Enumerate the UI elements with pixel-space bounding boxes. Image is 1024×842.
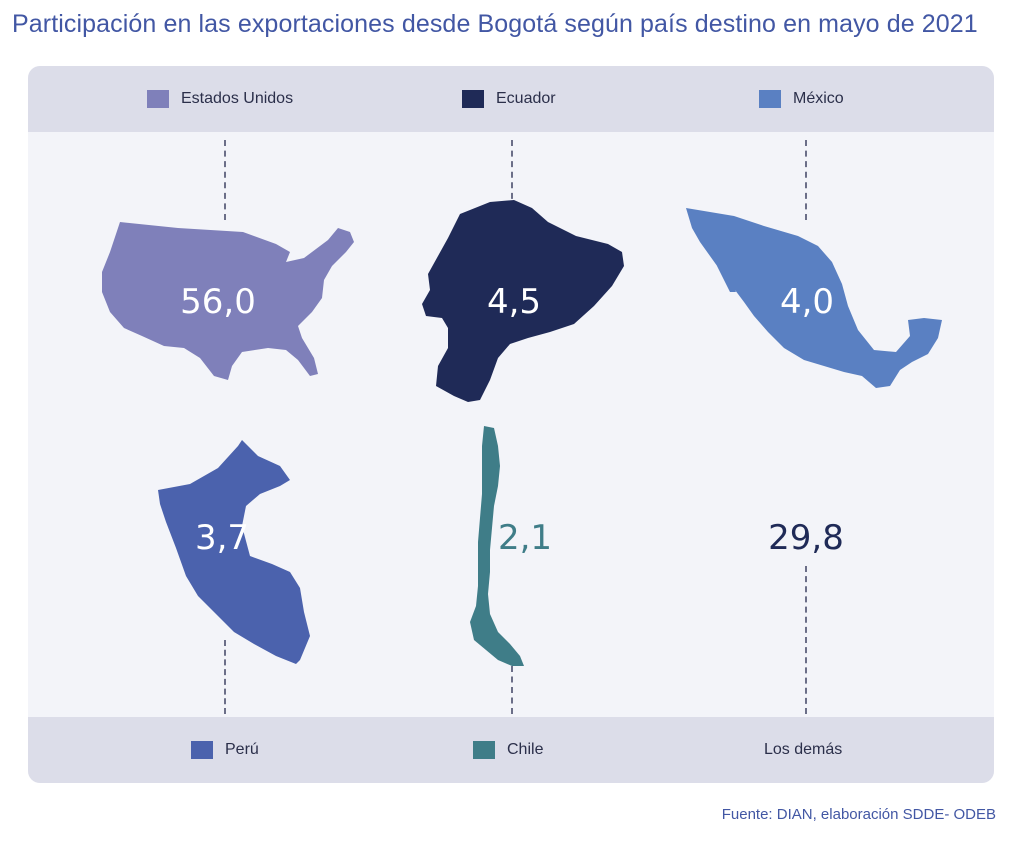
value-label-chile: 2,1 [497,518,553,558]
legend-item-chile: Chile [473,741,543,759]
legend-band-bottom [28,717,994,783]
legend-item-estados-unidos: Estados Unidos [147,90,293,108]
connector-line-chile [511,666,513,714]
legend-item-ecuador: Ecuador [462,90,556,108]
legend-item-mexico: México [759,90,844,108]
legend-label-los-demas: Los demás [764,741,843,758]
connector-line-peru [224,640,226,714]
map-shape-ecuador [422,200,624,402]
connector-line-estados-unidos [224,140,226,220]
legend-label-ecuador: Ecuador [496,90,556,107]
value-label-ecuador: 4,5 [486,282,542,322]
map-shape-chile [470,426,524,666]
chart-title: Participación en las exportaciones desde… [12,10,978,38]
legend-label-peru: Perú [225,741,259,758]
map-shape-peru [158,440,310,664]
value-label-los-demas: 29,8 [768,518,844,558]
legend-label-estados-unidos: Estados Unidos [181,90,294,107]
map-shape-mexico [686,208,942,388]
legend-swatch-chile [473,741,495,759]
legend-label-mexico: México [793,90,844,107]
connector-line-mexico [805,140,807,220]
connector-line-los-demas [805,566,807,714]
chart-panel: Estados Unidos Ecuador México Perú Chile… [28,66,994,783]
legend-label-chile: Chile [507,741,544,758]
value-label-mexico: 4,0 [779,282,835,322]
legend-swatch-ecuador [462,90,484,108]
map-shape-estados-unidos [102,222,354,380]
legend-swatch-peru [191,741,213,759]
legend-item-peru: Perú [191,741,259,759]
legend-band-top [28,66,994,132]
legend-swatch-estados-unidos [147,90,169,108]
country-map-shapes [102,200,942,666]
connector-line-ecuador [511,140,513,220]
legend-swatch-mexico [759,90,781,108]
source-note: Fuente: DIAN, elaboración SDDE- ODEB [721,806,996,823]
legend-item-los-demas: Los demás [764,741,842,759]
value-label-peru: 3,7 [194,518,250,558]
value-label-estados-unidos: 56,0 [180,282,256,322]
